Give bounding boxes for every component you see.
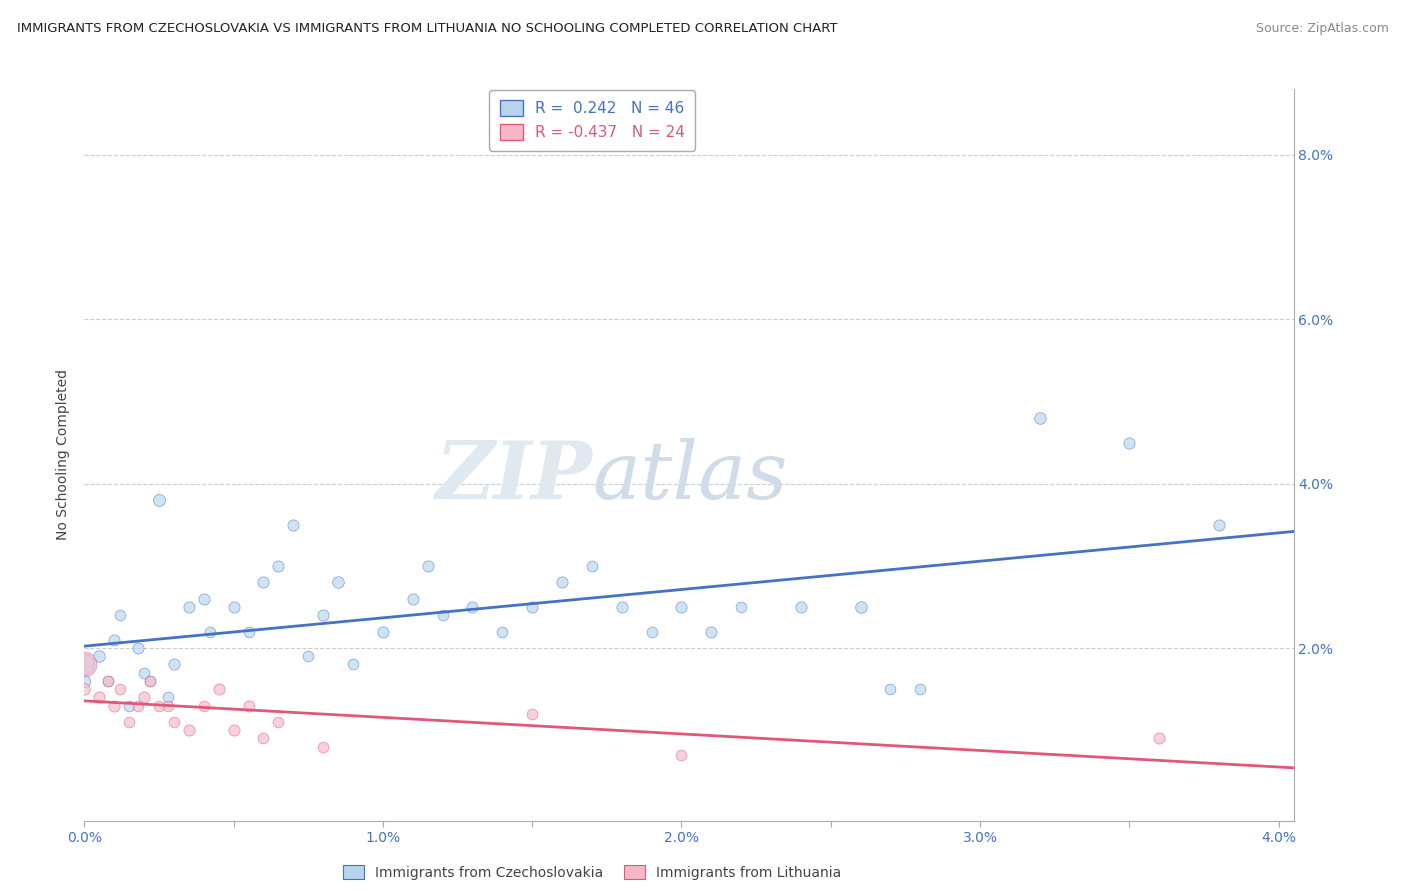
- Point: [73, 673, 96, 688]
- Point: [790, 599, 813, 614]
- Point: [283, 517, 305, 532]
- Point: [1208, 517, 1230, 532]
- Point: [671, 599, 693, 614]
- Point: [342, 657, 364, 672]
- Point: [73, 657, 96, 672]
- Point: [252, 575, 274, 590]
- Point: [1118, 435, 1140, 450]
- Point: [163, 657, 186, 672]
- Point: [118, 698, 141, 713]
- Point: [640, 624, 662, 639]
- Point: [132, 665, 155, 680]
- Point: [879, 682, 901, 697]
- Point: [97, 673, 120, 688]
- Point: [610, 599, 633, 614]
- Point: [252, 731, 274, 746]
- Point: [461, 599, 484, 614]
- Point: [416, 558, 439, 573]
- Point: [371, 624, 394, 639]
- Point: [97, 673, 120, 688]
- Point: [1147, 731, 1170, 746]
- Point: [551, 575, 574, 590]
- Point: [297, 649, 319, 664]
- Point: [671, 747, 693, 762]
- Point: [522, 599, 544, 614]
- Point: [700, 624, 723, 639]
- Point: [402, 591, 425, 606]
- Point: [177, 599, 200, 614]
- Point: [222, 599, 245, 614]
- Point: [238, 624, 260, 639]
- Point: [326, 575, 349, 590]
- Point: [108, 608, 131, 623]
- Point: [89, 690, 111, 705]
- Point: [730, 599, 752, 614]
- Point: [267, 714, 290, 729]
- Y-axis label: No Schooling Completed: No Schooling Completed: [56, 369, 70, 541]
- Point: [118, 714, 141, 729]
- Text: atlas: atlas: [592, 438, 787, 516]
- Point: [148, 698, 170, 713]
- Point: [193, 591, 215, 606]
- Point: [198, 624, 221, 639]
- Point: [581, 558, 603, 573]
- Point: [312, 608, 335, 623]
- Point: [156, 690, 179, 705]
- Point: [163, 714, 186, 729]
- Point: [910, 682, 932, 697]
- Text: IMMIGRANTS FROM CZECHOSLOVAKIA VS IMMIGRANTS FROM LITHUANIA NO SCHOOLING COMPLET: IMMIGRANTS FROM CZECHOSLOVAKIA VS IMMIGR…: [17, 22, 838, 36]
- Text: ZIP: ZIP: [436, 438, 592, 516]
- Point: [103, 632, 125, 647]
- Point: [127, 698, 149, 713]
- Point: [132, 690, 155, 705]
- Point: [222, 723, 245, 738]
- Point: [208, 682, 231, 697]
- Point: [73, 682, 96, 697]
- Point: [193, 698, 215, 713]
- Point: [127, 641, 149, 656]
- Point: [139, 673, 162, 688]
- Point: [491, 624, 513, 639]
- Point: [73, 657, 96, 672]
- Legend: Immigrants from Czechoslovakia, Immigrants from Lithuania: Immigrants from Czechoslovakia, Immigran…: [336, 858, 848, 887]
- Point: [267, 558, 290, 573]
- Point: [139, 673, 162, 688]
- Point: [156, 698, 179, 713]
- Point: [312, 739, 335, 754]
- Point: [849, 599, 872, 614]
- Point: [89, 649, 111, 664]
- Point: [108, 682, 131, 697]
- Point: [522, 706, 544, 721]
- Point: [238, 698, 260, 713]
- Text: Source: ZipAtlas.com: Source: ZipAtlas.com: [1256, 22, 1389, 36]
- Point: [148, 493, 170, 508]
- Point: [177, 723, 200, 738]
- Point: [1029, 411, 1052, 425]
- Point: [432, 608, 454, 623]
- Point: [103, 698, 125, 713]
